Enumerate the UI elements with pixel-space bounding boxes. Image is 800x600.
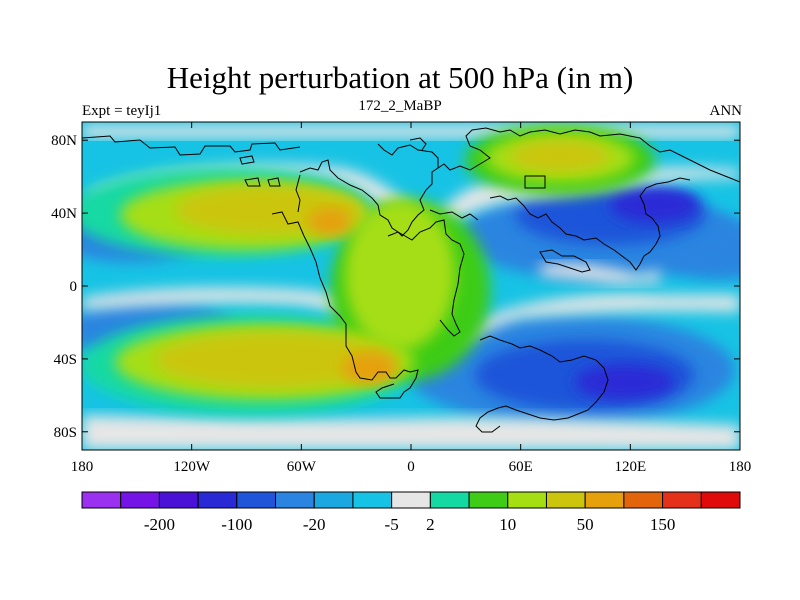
colorbar-label: -5 <box>385 515 399 534</box>
map-title: Height perturbation at 500 hPa (in m) <box>166 60 634 95</box>
colorbar-swatch <box>81 491 122 509</box>
x-tick-label: 180 <box>729 459 752 475</box>
x-tick-label: 0 <box>407 459 415 475</box>
colorbar-swatch <box>584 491 625 509</box>
colorbar-label: -20 <box>303 515 326 534</box>
x-tick-label: 60W <box>287 459 317 475</box>
y-tick-label: 0 <box>70 279 78 295</box>
colorbar-swatch <box>623 491 664 509</box>
colorbar-swatch <box>120 491 160 509</box>
colorbar-label: -100 <box>221 515 252 534</box>
experiment-label: Expt = teyIj1 <box>82 103 162 119</box>
x-tick-label: 60E <box>509 459 533 475</box>
contour-field <box>82 122 740 450</box>
colorbar-swatch <box>352 491 393 509</box>
x-tick-label: 120E <box>614 459 646 475</box>
coastlines <box>82 127 740 433</box>
colorbar-label: 10 <box>499 515 516 534</box>
x-tick-label: 120W <box>173 459 211 475</box>
y-tick-label: 80S <box>54 425 77 441</box>
colorbar-label: 2 <box>426 515 435 534</box>
y-tick-label: 40N <box>51 206 77 222</box>
colorbar-swatch <box>468 491 509 509</box>
colorbar-label: 50 <box>577 515 594 534</box>
axes: 180 120W 60W 0 60E 120E 180 80N 40N 0 40S 80S <box>51 122 751 475</box>
colorbar-swatch <box>313 491 354 509</box>
y-tick-label: 40S <box>54 352 77 368</box>
colorbar-swatch <box>391 491 431 509</box>
y-tick-label: 80N <box>51 133 77 149</box>
experiment-period-label: 172_2_MaBP <box>358 98 442 114</box>
colorbar-label: -200 <box>144 515 175 534</box>
colorbar-label: 150 <box>650 515 676 534</box>
x-tick-label: 180 <box>71 459 94 475</box>
colorbar-swatch <box>197 491 238 509</box>
colorbar-swatch <box>236 491 277 509</box>
colorbar-swatch <box>429 491 470 509</box>
colorbar-swatch <box>545 491 586 509</box>
season-label: ANN <box>709 103 743 119</box>
colorbar: -200 -100 -20 -5 2 10 50 150 <box>81 491 741 534</box>
colorbar-swatch <box>662 491 702 509</box>
colorbar-swatch <box>158 491 199 509</box>
colorbar-swatch <box>507 491 547 509</box>
colorbar-swatch <box>275 491 315 509</box>
colorbar-swatch <box>700 491 741 509</box>
